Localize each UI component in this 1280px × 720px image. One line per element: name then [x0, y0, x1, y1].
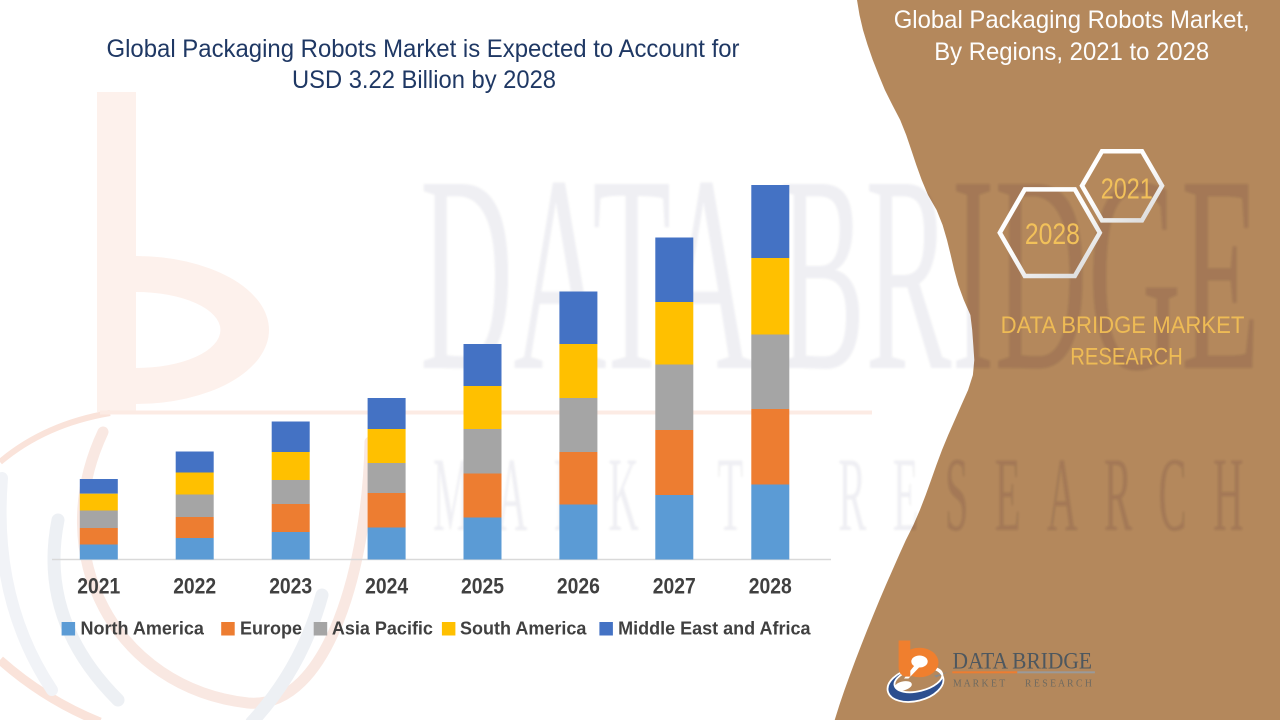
svg-text:2021: 2021	[1101, 173, 1153, 205]
svg-text:2026: 2026	[557, 574, 600, 599]
svg-text:2028: 2028	[749, 574, 792, 599]
svg-text:Middle East and Africa: Middle East and Africa	[618, 619, 811, 639]
svg-text:DATA BRIDGE MARKET: DATA BRIDGE MARKET	[1001, 312, 1245, 339]
svg-text:RESEARCH: RESEARCH	[1070, 344, 1183, 371]
svg-text:2023: 2023	[269, 574, 312, 599]
svg-text:2024: 2024	[365, 574, 409, 599]
svg-text:2021: 2021	[77, 574, 120, 599]
svg-text:2028: 2028	[1025, 218, 1080, 251]
svg-text:By Regions, 2021 to 2028: By Regions, 2021 to 2028	[934, 38, 1209, 66]
svg-text:M A R K E T R E S E A R C H: M A R K E T R E S E A R C H	[953, 679, 1092, 690]
svg-text:Global Packaging Robots Market: Global Packaging Robots Market is Expect…	[107, 35, 740, 63]
svg-text:2022: 2022	[173, 574, 216, 599]
svg-text:South America: South America	[460, 619, 587, 639]
svg-text:DATA BRIDGE: DATA BRIDGE	[953, 649, 1093, 674]
svg-text:Asia Pacific: Asia Pacific	[332, 619, 433, 639]
svg-text:2025: 2025	[461, 574, 504, 599]
svg-text:North America: North America	[81, 619, 205, 639]
svg-text:Europe: Europe	[240, 619, 302, 639]
svg-text:USD 3.22 Billion by 2028: USD 3.22 Billion by 2028	[292, 66, 556, 94]
svg-text:2027: 2027	[653, 574, 696, 599]
svg-text:Global Packaging Robots Market: Global Packaging Robots Market,	[894, 6, 1250, 34]
